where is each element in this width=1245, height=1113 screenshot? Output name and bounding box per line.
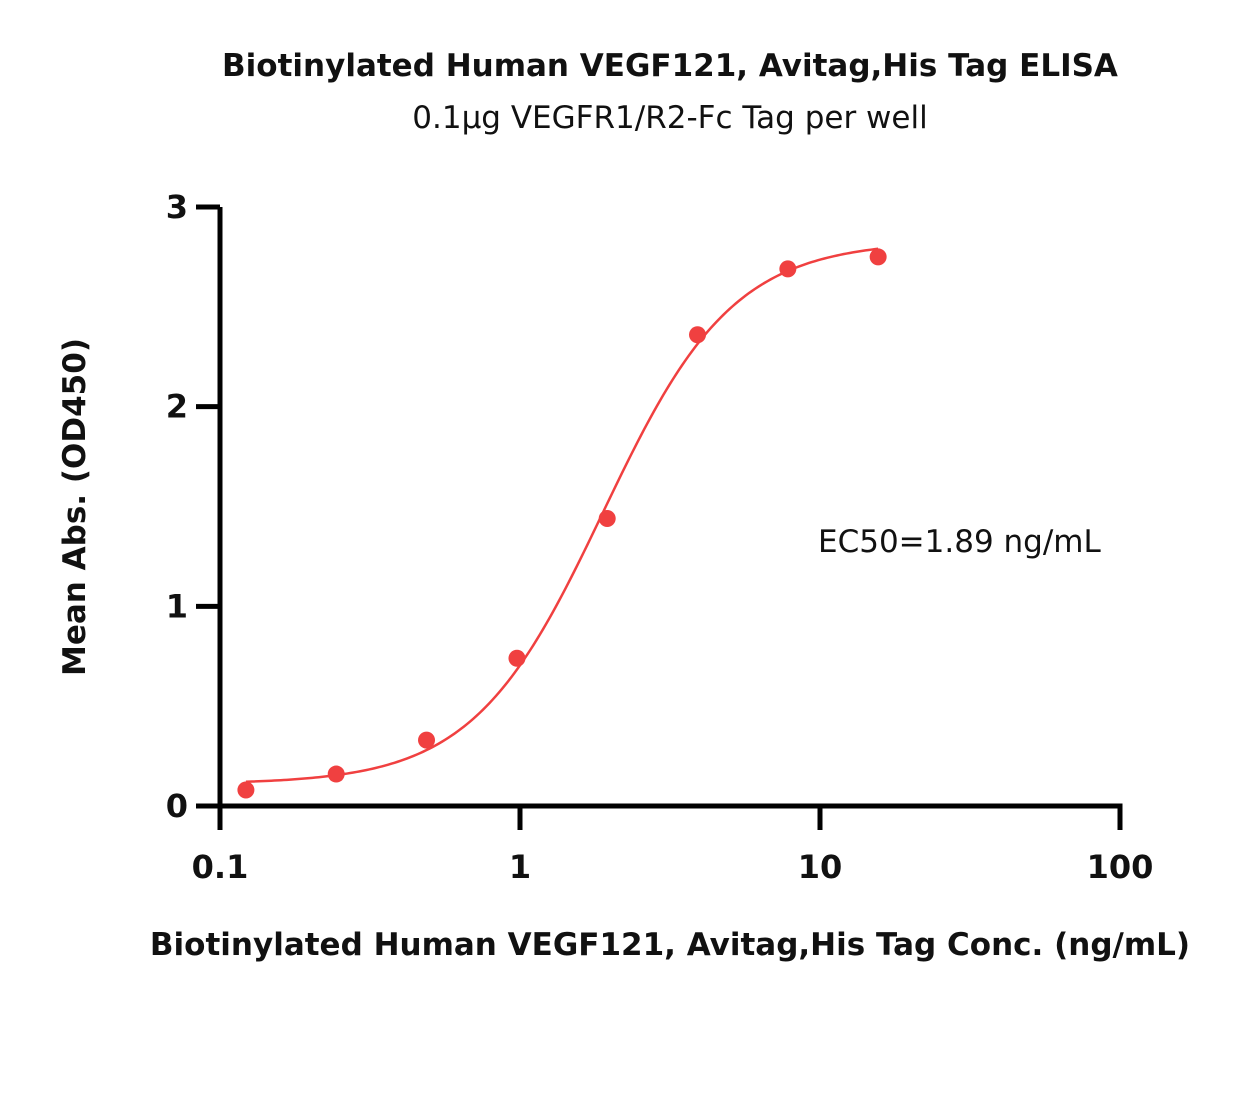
x-axis-title: Biotinylated Human VEGF121, Avitag,His T…: [150, 927, 1190, 963]
data-point-4: [598, 509, 616, 527]
x-tick-label-2: 10: [798, 848, 843, 886]
data-point-3: [508, 649, 526, 667]
axes: 0 1 2 3 0.1 1 10 100: [166, 188, 1154, 886]
x-tick-label-0: 0.1: [192, 848, 249, 886]
y-tick-label-0: 0: [166, 787, 188, 825]
chart-title: Biotinylated Human VEGF121, Avitag,His T…: [222, 48, 1118, 84]
data-points-layer: [237, 248, 887, 799]
x-tick-label-3: 100: [1087, 848, 1154, 886]
data-point-2: [418, 731, 436, 749]
y-axis-title: Mean Abs. (OD450): [57, 338, 93, 676]
data-point-0: [237, 781, 255, 799]
data-point-1: [327, 765, 345, 783]
y-tick-label-2: 2: [166, 388, 188, 426]
y-tick-label-3: 3: [166, 188, 188, 226]
ec50-annotation: EC50=1.89 ng/mL: [818, 524, 1101, 560]
data-point-7: [869, 248, 887, 266]
chart-subtitle: 0.1µg VEGFR1/R2-Fc Tag per well: [412, 100, 928, 136]
x-tick-label-1: 1: [509, 848, 531, 886]
data-point-5: [689, 326, 707, 344]
data-point-6: [779, 260, 797, 278]
y-tick-label-1: 1: [166, 587, 188, 625]
fit-curve-layer: [245, 247, 879, 784]
fit-curve: [245, 247, 879, 784]
